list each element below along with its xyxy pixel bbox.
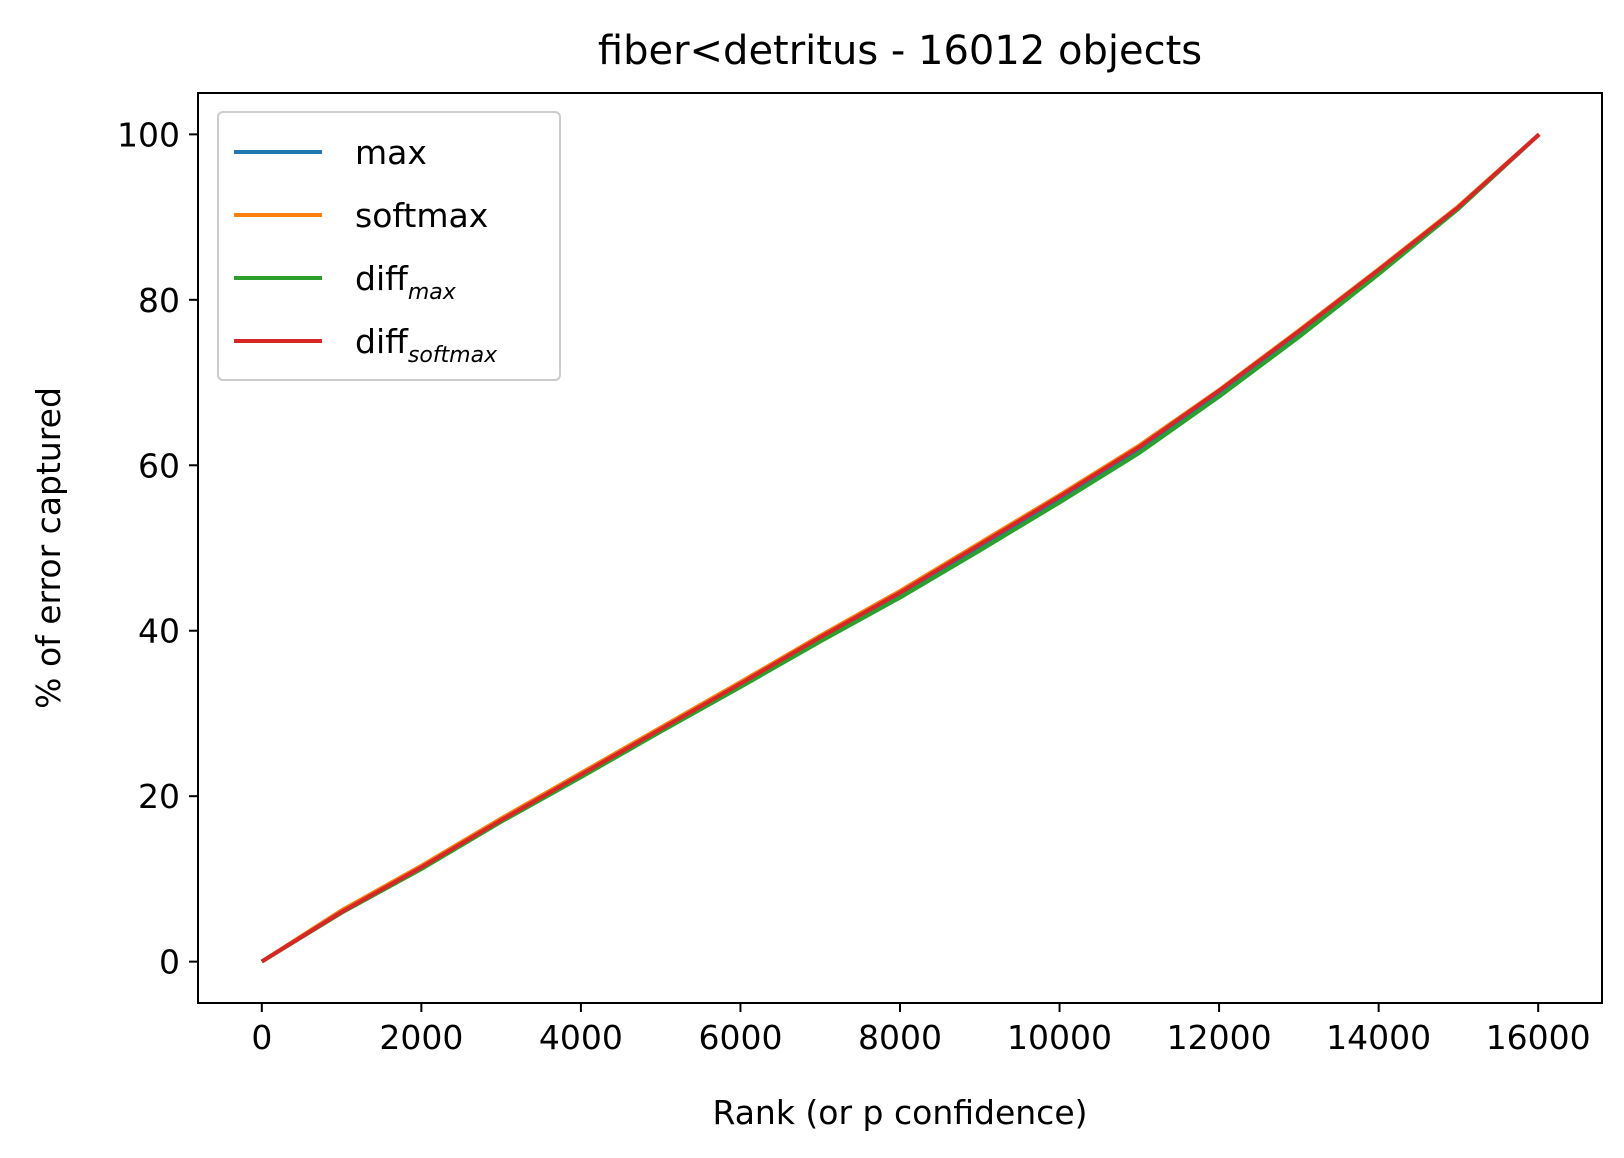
x-tick-label: 8000 [858,1018,942,1057]
x-axis-ticks: 0 2000 4000 6000 8000 10000 12000 14000 16000 [251,1003,1591,1057]
y-tick-label: 80 [138,281,180,320]
y-tick-label: 20 [138,777,180,816]
y-tick-label: 100 [117,115,180,154]
y-axis-ticks: 0 20 40 60 80 100 [117,115,198,982]
x-tick-label: 12000 [1167,1018,1272,1057]
x-tick-label: 14000 [1326,1018,1431,1057]
series-line-diff-softmax [260,132,1541,964]
legend-label: max [355,133,427,172]
y-axis-label: % of error captured [29,387,68,709]
legend-label: softmax [355,196,488,235]
y-tick-label: 60 [138,446,180,485]
chart-title: fiber<detritus - 16012 objects [598,28,1202,74]
x-axis-label: Rank (or p confidence) [712,1093,1087,1132]
x-tick-label: 0 [251,1018,272,1057]
x-tick-label: 2000 [379,1018,463,1057]
series-layer [260,132,1541,964]
legend-label: diffmax [355,259,457,305]
legend-box [217,111,561,381]
x-tick-label: 16000 [1486,1018,1591,1057]
legend: max softmax diffmax diffsoftmax [217,111,561,381]
y-tick-label: 0 [159,943,180,982]
x-tick-label: 10000 [1007,1018,1112,1057]
x-tick-label: 6000 [698,1018,782,1057]
x-tick-label: 4000 [539,1018,623,1057]
legend-label: diffsoftmax [355,322,498,368]
y-tick-label: 40 [138,612,180,651]
